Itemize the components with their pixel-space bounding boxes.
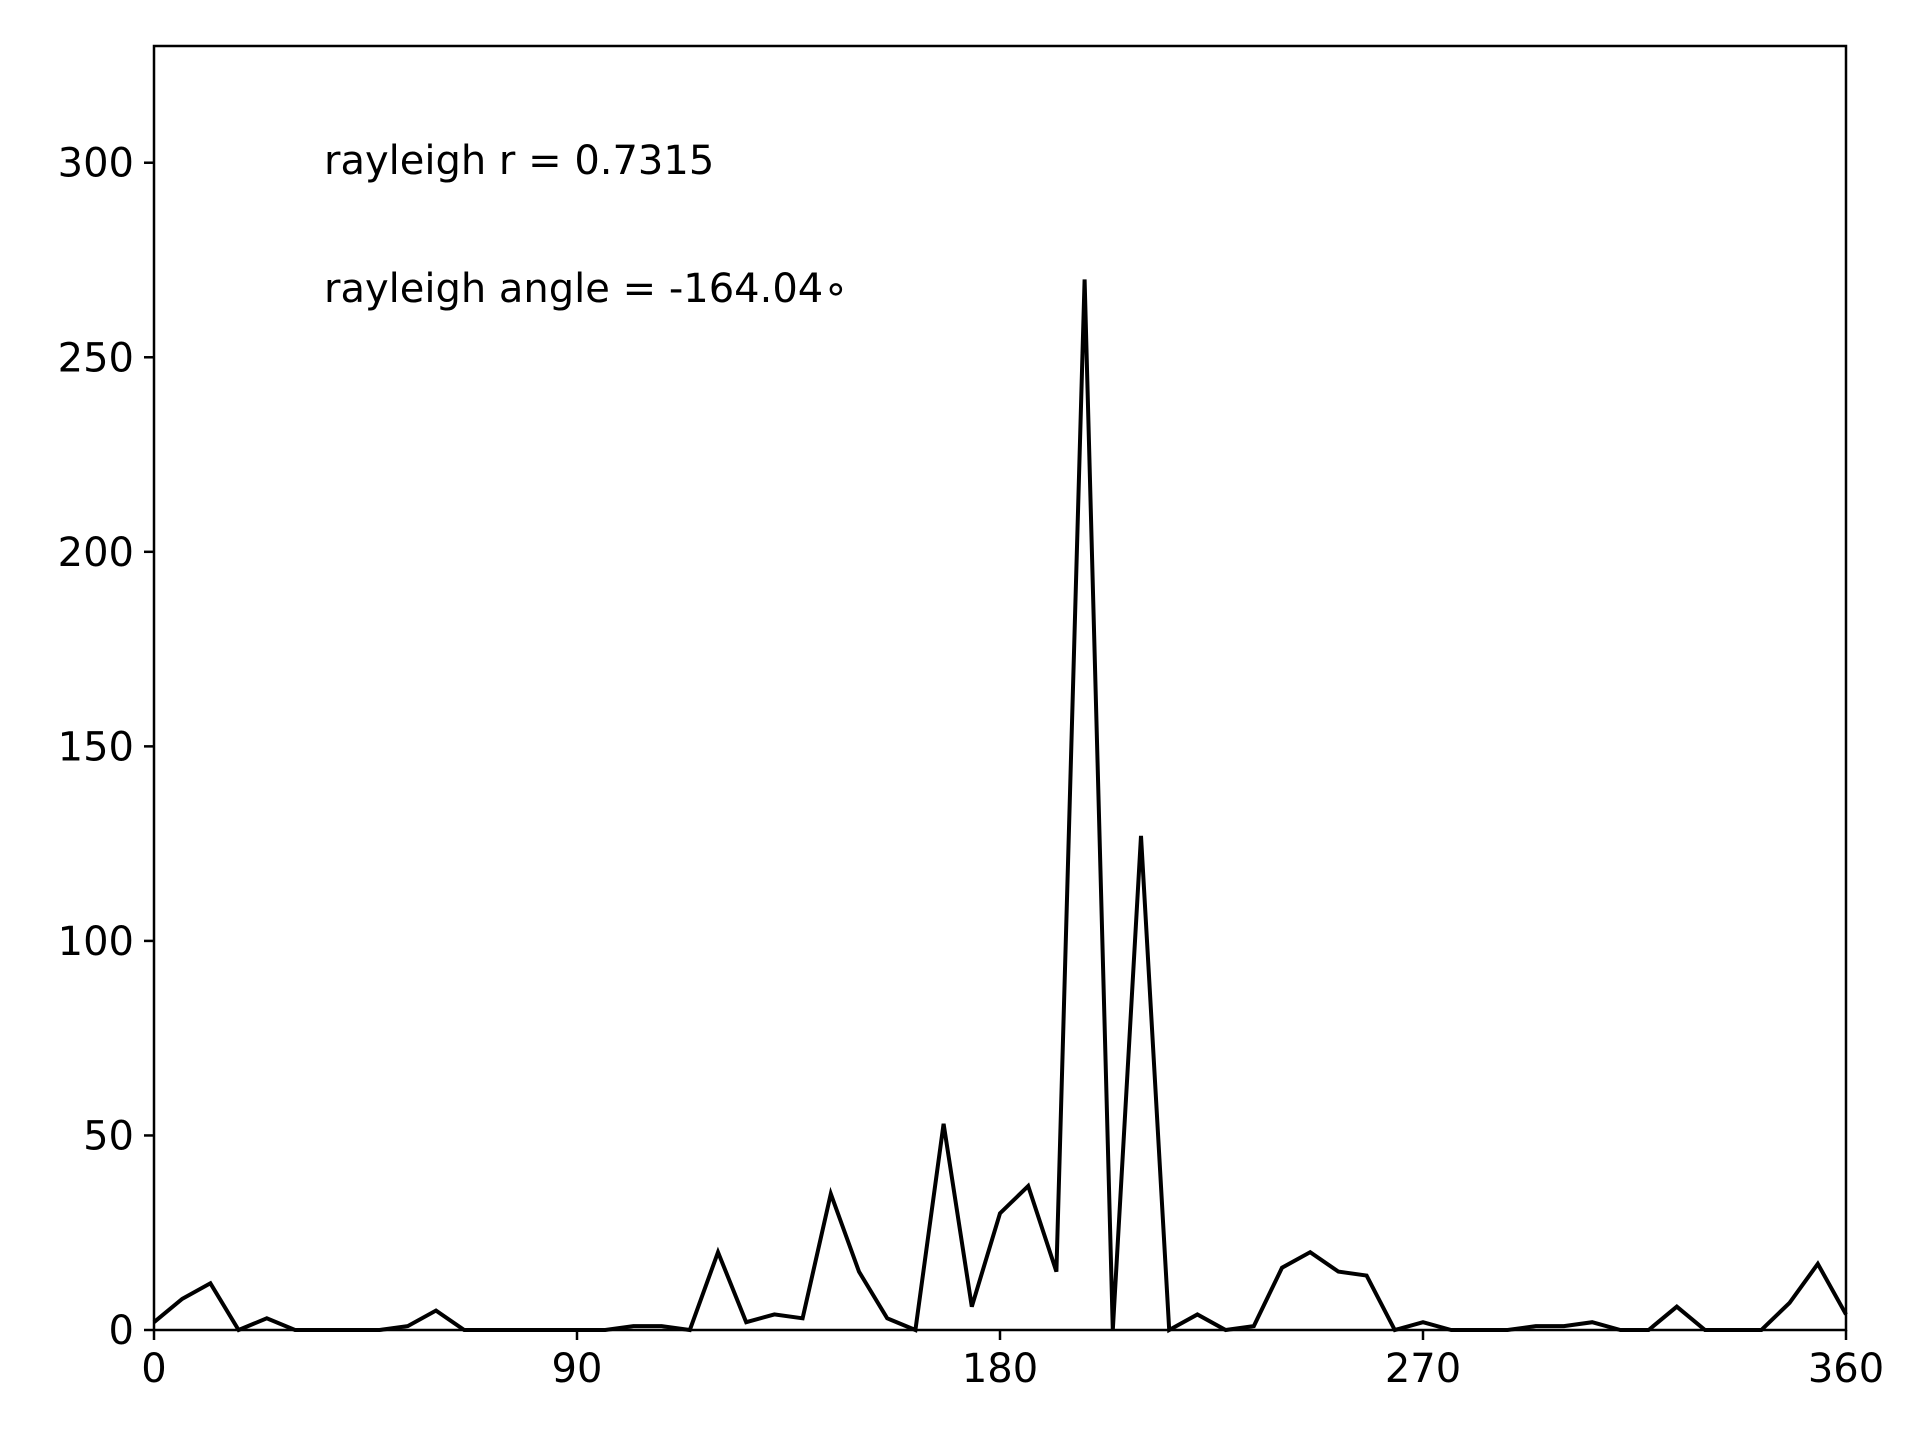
series-line-0	[152, 279, 1848, 1334]
x-tick-label: 180	[962, 1346, 1038, 1392]
y-tick-label: 100	[58, 919, 134, 965]
y-axis: 0 50 100 150 200 250 300	[58, 141, 154, 1354]
y-tick-label: 250	[58, 335, 134, 381]
y-tick-label: 150	[58, 724, 134, 770]
y-tick-label: 0	[109, 1308, 134, 1354]
x-axis: 0 90 180 270 360	[141, 1330, 1884, 1392]
rayleigh-angle-annotation: rayleigh angle = -164.04∘	[324, 266, 848, 312]
y-tick-label: 50	[83, 1113, 134, 1159]
rayleigh-r-annotation: rayleigh r = 0.7315	[324, 138, 714, 184]
x-tick-label: 90	[552, 1346, 603, 1392]
plot-area	[152, 279, 1848, 1334]
x-tick-label: 270	[1385, 1346, 1461, 1392]
x-tick-label: 360	[1808, 1346, 1884, 1392]
x-tick-label: 0	[141, 1346, 166, 1392]
y-tick-label: 200	[58, 530, 134, 576]
y-tick-label: 300	[58, 141, 134, 187]
